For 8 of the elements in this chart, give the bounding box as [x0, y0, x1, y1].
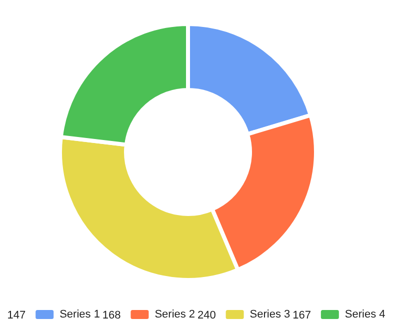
data-label: 147	[7, 310, 26, 322]
data-label: 167	[292, 310, 311, 322]
legend-label: Series 4	[344, 308, 386, 320]
legend-label: Series 3	[250, 308, 290, 320]
legend-label: Series 1	[60, 308, 100, 320]
legend-label: Series 2	[154, 308, 196, 320]
data-label: 168	[102, 310, 121, 322]
data-label: 240	[198, 310, 216, 322]
